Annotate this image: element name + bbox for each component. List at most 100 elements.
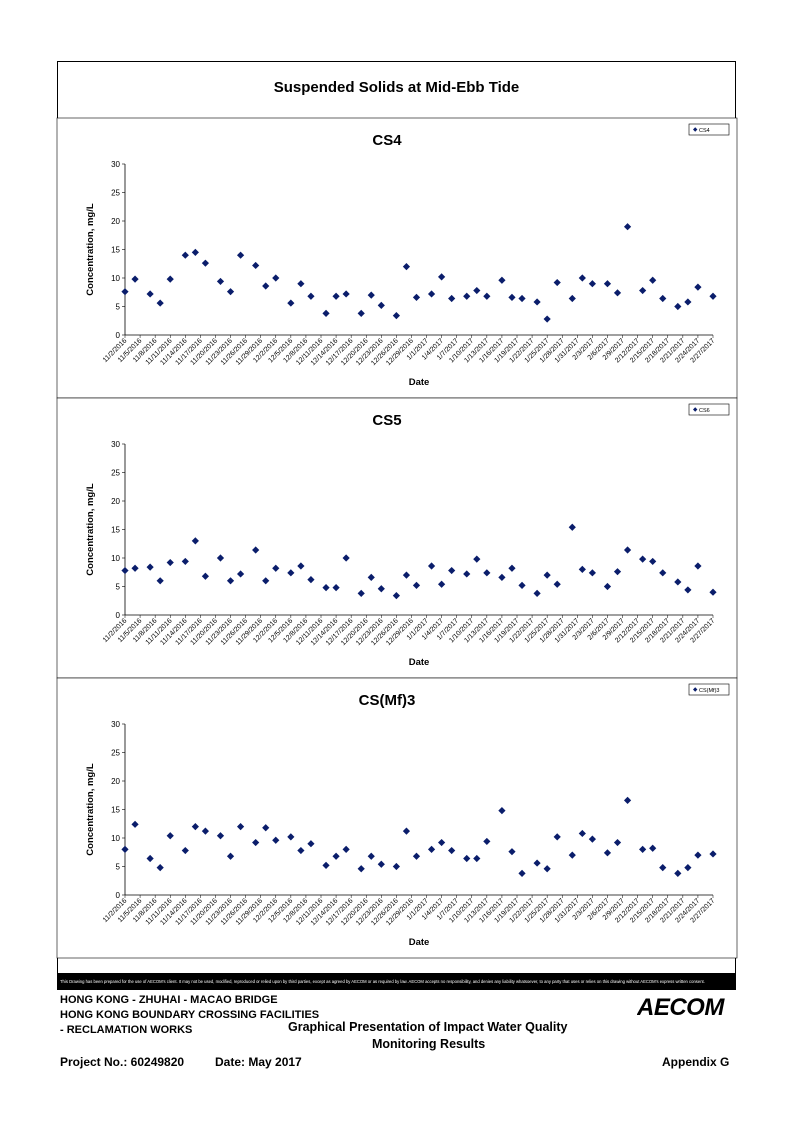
data-point xyxy=(553,278,561,287)
data-point xyxy=(533,859,541,867)
data-point xyxy=(623,796,632,804)
y-axis-label: Concentration, mg/L xyxy=(85,203,96,296)
project-line-3: - RECLAMATION WORKS xyxy=(60,1024,193,1036)
data-point xyxy=(588,835,596,843)
project-line-1: HONG KONG - ZHUHAI - MACAO BRIDGE xyxy=(60,994,278,1006)
data-point xyxy=(226,577,235,585)
data-point xyxy=(201,259,210,267)
y-tick-label: 30 xyxy=(111,160,120,169)
legend-box xyxy=(688,683,730,696)
data-point xyxy=(438,580,446,588)
y-tick-label: 25 xyxy=(111,189,120,198)
y-tick-label: 30 xyxy=(111,720,120,729)
y-tick-label: 10 xyxy=(111,554,120,563)
data-point xyxy=(674,302,682,311)
data-point xyxy=(392,312,400,320)
data-point xyxy=(236,251,245,259)
legend-marker xyxy=(693,687,698,692)
data-point xyxy=(146,563,154,571)
chart-title: CS4 xyxy=(372,132,402,149)
presentation-title-2: Monitoring Results xyxy=(372,1037,486,1051)
data-point xyxy=(166,558,174,567)
data-point xyxy=(216,554,225,562)
y-axis-label: Concentration, mg/L xyxy=(85,483,96,576)
disclaimer-bar: This Drawing has been prepared for the u… xyxy=(57,973,736,990)
data-point xyxy=(613,568,622,576)
chart-title: CS(Mf)3 xyxy=(359,692,416,709)
data-point xyxy=(709,292,717,300)
data-point xyxy=(578,829,586,838)
chart-area xyxy=(56,117,738,399)
data-point xyxy=(252,838,260,847)
aecom-logo-icon: AECOM xyxy=(636,994,726,1021)
legend-label: CS6 xyxy=(699,408,710,414)
y-axis-label: Concentration, mg/L xyxy=(85,763,96,856)
data-point xyxy=(272,564,280,572)
data-point xyxy=(226,288,235,296)
legend-marker xyxy=(693,407,698,412)
y-tick-label: 20 xyxy=(111,777,120,786)
data-point xyxy=(543,865,551,873)
chart-area xyxy=(56,677,738,959)
svg-text:AECOM: AECOM xyxy=(637,994,725,1021)
y-tick-label: 15 xyxy=(111,246,120,255)
y-tick-label: 15 xyxy=(111,806,120,815)
data-point xyxy=(332,852,340,860)
aecom-logo: AECOM xyxy=(636,993,733,1028)
data-point xyxy=(659,864,667,872)
data-point xyxy=(588,569,596,577)
data-point xyxy=(191,248,199,256)
data-point xyxy=(684,298,692,306)
y-tick-label: 0 xyxy=(116,891,121,900)
data-point xyxy=(623,223,632,231)
y-tick-label: 10 xyxy=(111,274,120,283)
y-tick-label: 0 xyxy=(116,611,121,620)
data-point xyxy=(181,251,189,259)
y-tick-label: 0 xyxy=(116,331,121,340)
legend: CS(Mf)3 xyxy=(688,683,730,696)
y-tick-label: 5 xyxy=(116,303,121,312)
legend-label: CS4 xyxy=(699,128,710,134)
data-point xyxy=(603,582,612,591)
data-point xyxy=(342,845,350,853)
legend-box xyxy=(688,403,730,416)
drawing-date: Date: May 2017 xyxy=(215,1055,302,1069)
project-number: Project No.: 60249820 xyxy=(60,1055,185,1069)
legend: CS4 xyxy=(688,123,730,136)
appendix-label: Appendix G xyxy=(662,1055,730,1069)
data-point xyxy=(412,293,421,301)
data-point xyxy=(694,283,702,291)
data-point xyxy=(332,292,340,300)
data-point xyxy=(131,820,139,828)
data-point xyxy=(412,852,421,860)
data-point xyxy=(121,288,129,296)
data-point xyxy=(392,862,400,871)
y-tick-label: 20 xyxy=(111,217,120,226)
y-tick-label: 25 xyxy=(111,469,120,478)
data-point xyxy=(272,274,280,282)
data-point xyxy=(131,564,139,572)
data-point xyxy=(201,572,210,580)
y-tick-label: 15 xyxy=(111,526,120,535)
data-point xyxy=(483,292,491,300)
legend: CS6 xyxy=(688,403,730,416)
chart-area xyxy=(56,397,738,679)
chart-title: CS5 xyxy=(372,412,401,429)
data-point xyxy=(543,315,551,323)
data-point xyxy=(508,564,516,572)
data-point xyxy=(226,852,235,860)
y-tick-label: 10 xyxy=(111,834,120,843)
project-line-2: HONG KONG BOUNDARY CROSSING FACILITIES xyxy=(60,1009,320,1021)
data-point xyxy=(342,554,350,562)
page-title: Suspended Solids at Mid-Ebb Tide xyxy=(273,79,520,96)
data-point xyxy=(553,833,561,841)
data-point xyxy=(367,573,375,581)
data-point xyxy=(578,274,586,282)
data-point xyxy=(307,292,315,300)
data-point xyxy=(659,569,667,577)
data-point xyxy=(131,275,139,283)
y-tick-label: 5 xyxy=(116,583,121,592)
data-point xyxy=(639,555,647,563)
chart-cs4: CS4CS405101520253011/2/201611/5/201611/8… xyxy=(56,117,738,399)
y-tick-label: 30 xyxy=(111,440,120,449)
